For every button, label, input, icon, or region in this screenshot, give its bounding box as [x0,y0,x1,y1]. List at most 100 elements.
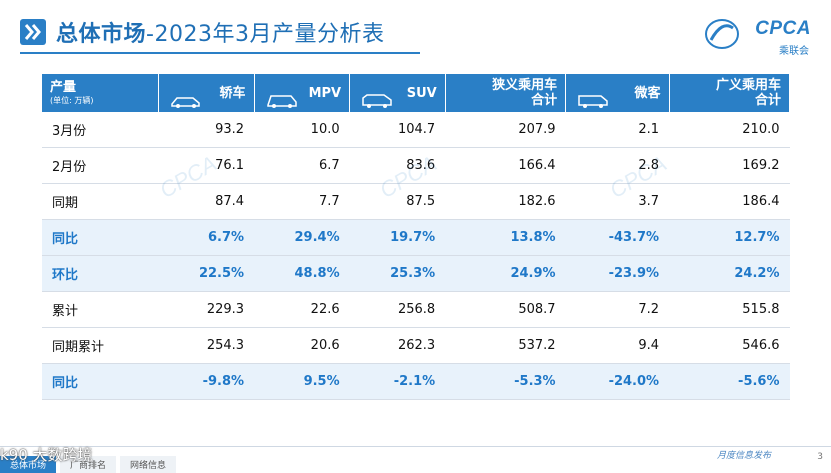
table-row: 累计 229.3 22.6 256.8 508.7 7.2 515.8 [42,291,790,328]
table-cell: 169.2 [669,147,790,184]
table-cell: 7.2 [565,291,670,328]
table-cell: 25.3% [349,255,446,292]
page-number: 3 [817,452,823,462]
double-chevron-icon [20,19,46,45]
column-label-line2: 合计 [754,93,781,108]
table-row: 同期 87.4 7.7 87.5 182.6 3.7 186.4 [42,183,790,220]
table-row: 环比 22.5% 48.8% 25.3% 24.9% -23.9% 24.2% [42,255,790,292]
column-label: 广义乘用车 [715,78,781,93]
column-header: 轿车 [158,74,255,112]
table-cell: 87.4 [158,183,255,220]
table-cell: 546.6 [669,327,790,364]
table-cell: -43.7% [565,219,670,256]
row-label: 同期 [42,183,159,220]
logo-brand: CPCA [755,18,811,39]
table-cell: 87.5 [349,183,446,220]
column-label: 狭义乘用车 [492,78,558,93]
table-cell: 93.2 [158,112,255,148]
table-cell: 166.4 [445,147,566,184]
table-cell: 29.4% [254,219,350,256]
title-rest: -2023年3月产量分析表 [146,22,385,47]
table-cell: -24.0% [565,363,670,400]
column-label-line2: 合计 [531,93,558,108]
table-cell: 9.4 [565,327,670,364]
table-cell: -2.1% [349,363,446,400]
table-row: 同比 -9.8% 9.5% -2.1% -5.3% -24.0% -5.6% [42,363,790,400]
table-cell: 262.3 [349,327,446,364]
table-cell: 83.6 [349,147,446,184]
table-cell: 6.7 [254,147,350,184]
table-cell: 207.9 [445,112,566,148]
column-label: 微客 [634,85,661,101]
table-cell: -9.8% [158,363,255,400]
column-header: SUV [349,74,446,112]
row-label: 同比 [42,219,159,256]
corner-unit: (单位: 万辆) [50,96,94,105]
minibus-icon [578,95,608,108]
production-table: 产量 (单位: 万辆) 轿车 MPV SUV 狭义乘用车 合计 微客 广义乘用车 合计 3月份… [42,74,791,400]
table-cell: 104.7 [349,112,446,148]
corner-label: 产量 [50,80,77,95]
column-header: MPV [254,74,351,112]
suv-icon [362,94,392,108]
table-cell: 19.7% [349,219,446,256]
release-note: 月度信息发布 [716,451,771,461]
table-cell: 24.9% [445,255,566,292]
table-cell: 13.8% [445,219,566,256]
table-cell: 186.4 [669,183,790,220]
table-cell: 2.1 [565,112,670,148]
table-cell: 3.7 [565,183,670,220]
corner-header: 产量 (单位: 万辆) [42,74,159,112]
table-cell: 254.3 [158,327,255,364]
table-cell: 515.8 [669,291,790,328]
table-header-row: 产量 (单位: 万辆) 轿车 MPV SUV 狭义乘用车 合计 微客 广义乘用车 合计 [42,74,791,112]
table-cell: 2.8 [565,147,670,184]
row-label: 3月份 [42,112,159,148]
table-cell: -5.6% [669,363,790,400]
title-bold: 总体市场 [56,22,147,47]
footer-tab[interactable]: 网络信息 [120,456,177,473]
table-body: 3月份 93.2 10.0 104.7 207.9 2.1 210.0 2月份 76.1 6.7 8… [42,112,790,400]
table-row: 同期累计 254.3 20.6 262.3 537.2 9.4 546.6 [42,327,790,364]
column-label: 轿车 [219,85,246,101]
table-cell: -23.9% [565,255,670,292]
table-row: 2月份 76.1 6.7 83.6 166.4 2.8 169.2 [42,147,790,184]
footer-divider [0,446,831,447]
column-label: MPV [308,85,342,101]
table-cell: 182.6 [445,183,566,220]
table-cell: 20.6 [254,327,350,364]
table-cell: 24.2% [669,255,790,292]
table-cell: 6.7% [158,219,255,256]
column-header: 广义乘用车 合计 [669,74,791,112]
table-cell: 9.5% [254,363,350,400]
row-label: 环比 [42,255,159,292]
table-cell: 210.0 [669,112,790,148]
table-row: 3月份 93.2 10.0 104.7 207.9 2.1 210.0 [42,112,790,148]
cpca-logo: CPCA 乘联会 [701,14,811,57]
table-cell: 22.5% [158,255,255,292]
mpv-icon [266,95,297,108]
title-bar: 总体市场-2023年3月产量分析表 [20,16,384,48]
table-cell: 48.8% [254,255,350,292]
page-title: 总体市场-2023年3月产量分析表 [56,16,384,48]
table-cell: 12.7% [669,219,790,256]
table-row: 同比 6.7% 29.4% 19.7% 13.8% -43.7% 12.7% [42,219,790,256]
table-cell: 22.6 [254,291,350,328]
logo-sub: 乘联会 [779,46,809,57]
table-cell: 7.7 [254,183,350,220]
table-cell: 76.1 [158,147,255,184]
row-label: 2月份 [42,147,159,184]
table-cell: 508.7 [445,291,566,328]
title-underline [20,52,420,54]
table-cell: 256.8 [349,291,446,328]
watermark-text: k90 大数跨境 [0,446,93,464]
row-label: 同比 [42,363,159,400]
sedan-icon [171,97,200,108]
cpca-mark-icon [705,19,739,49]
row-label: 累计 [42,291,159,328]
row-label: 同期累计 [42,327,159,364]
table-cell: 537.2 [445,327,566,364]
column-label: SUV [406,85,437,101]
table-cell: -5.3% [445,363,566,400]
table-cell: 10.0 [254,112,350,148]
